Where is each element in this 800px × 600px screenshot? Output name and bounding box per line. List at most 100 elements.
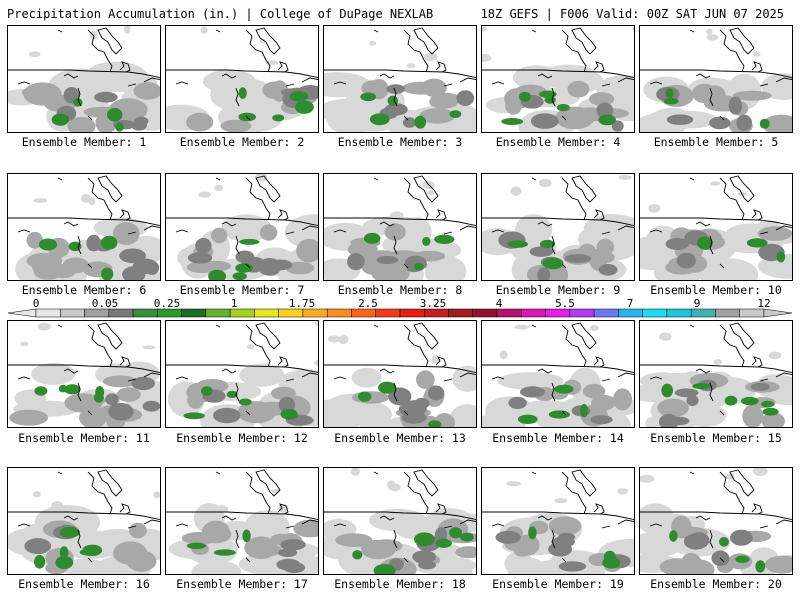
colorbar-bin <box>35 308 61 318</box>
colorbar-bin <box>351 308 376 318</box>
colorbar-tick-label: 0.05 <box>91 297 119 310</box>
precip-map <box>8 175 160 280</box>
ensemble-member-label: Ensemble Member: 8 <box>337 283 463 297</box>
colorbar-bin <box>715 308 740 318</box>
ensemble-member-map-7 <box>165 173 319 281</box>
ensemble-member-map-8 <box>323 173 477 281</box>
precip-map <box>324 322 476 427</box>
colorbar-bin <box>521 308 546 318</box>
ensemble-member-map-16 <box>7 467 161 575</box>
ensemble-member-map-4 <box>481 25 635 133</box>
precip-map <box>640 175 792 280</box>
ensemble-member-label: Ensemble Member: 17 <box>176 577 308 591</box>
ensemble-member-label: Ensemble Member: 15 <box>650 431 782 445</box>
ensemble-member-label: Ensemble Member: 10 <box>650 283 782 297</box>
precip-map <box>166 469 318 574</box>
ensemble-member-map-18 <box>323 467 477 575</box>
precip-map <box>324 468 476 574</box>
run-valid-time: 18Z GEFS | F006 Valid: 00Z SAT JUN 07 20… <box>480 7 784 21</box>
colorbar-bin <box>181 308 207 318</box>
ensemble-member-label: Ensemble Member: 20 <box>650 577 782 591</box>
ensemble-member-label: Ensemble Member: 4 <box>495 135 621 149</box>
ensemble-member-label: Ensemble Member: 16 <box>18 577 150 591</box>
colorbar-tick-label: 5.5 <box>555 297 575 310</box>
colorbar-bin <box>205 308 231 318</box>
colorbar-tick-label: 1 <box>230 297 238 310</box>
ensemble-member-label: Ensemble Member: 12 <box>176 431 308 445</box>
ensemble-member-map-14 <box>481 320 635 428</box>
colorbar-tick-label: 0.25 <box>153 297 181 310</box>
colorbar-bin <box>302 308 328 318</box>
ensemble-member-label: Ensemble Member: 14 <box>492 431 624 445</box>
colorbar-bin <box>229 308 255 318</box>
ensemble-member-map-6 <box>7 173 161 281</box>
colorbar-min-arrow <box>7 308 37 318</box>
precip-map <box>640 27 792 132</box>
ensemble-member-map-3 <box>323 25 477 133</box>
ensemble-member-map-20 <box>639 467 793 575</box>
precip-map <box>8 322 160 427</box>
precip-map <box>8 469 160 574</box>
precip-map <box>482 26 634 132</box>
colorbar-bin <box>739 308 765 318</box>
colorbar-bin <box>545 308 571 318</box>
precip-map <box>166 321 318 427</box>
colorbar-tick-label: 4 <box>495 297 503 310</box>
ensemble-member-label: Ensemble Member: 6 <box>21 283 147 297</box>
precip-map <box>482 469 634 574</box>
colorbar-bin <box>642 308 668 318</box>
colorbar-bin <box>108 308 134 318</box>
ensemble-member-map-15 <box>639 320 793 428</box>
ensemble-member-map-19 <box>481 467 635 575</box>
colorbar-tick-label: 7 <box>626 297 634 310</box>
colorbar-bin <box>424 308 449 318</box>
colorbar-bin <box>666 308 692 318</box>
colorbar-tick-label: 12 <box>757 297 771 310</box>
colorbar-tick-label: 0 <box>32 297 40 310</box>
precip-map <box>482 174 634 280</box>
ensemble-member-map-13 <box>323 320 477 428</box>
precip-map <box>640 322 792 427</box>
ensemble-member-label: Ensemble Member: 11 <box>18 431 150 445</box>
ensemble-member-label: Ensemble Member: 18 <box>334 577 466 591</box>
colorbar-bin <box>84 308 110 318</box>
ensemble-member-label: Ensemble Member: 5 <box>653 135 779 149</box>
colorbar-bin <box>375 308 401 318</box>
ensemble-member-map-9 <box>481 173 635 281</box>
colorbar-bin <box>132 308 158 318</box>
precip-map <box>8 26 160 132</box>
colorbar-bin <box>472 308 498 318</box>
ensemble-member-label: Ensemble Member: 7 <box>179 283 305 297</box>
ensemble-member-map-5 <box>639 25 793 133</box>
colorbar-bin <box>157 308 182 318</box>
ensemble-member-map-17 <box>165 467 319 575</box>
colorbar-bin <box>690 308 716 318</box>
colorbar-bin <box>448 308 474 318</box>
precip-map <box>482 322 634 427</box>
precip-map <box>166 26 318 132</box>
ensemble-member-map-11 <box>7 320 161 428</box>
colorbar-bin <box>399 308 425 318</box>
colorbar-tick-label: 3.25 <box>419 297 447 310</box>
ensemble-member-label: Ensemble Member: 19 <box>492 577 624 591</box>
colorbar-bin <box>326 308 352 318</box>
colorbar-tick-label: 2.5 <box>358 297 378 310</box>
precip-map <box>166 174 318 280</box>
precip-map <box>324 175 476 280</box>
colorbar-bin <box>496 308 522 318</box>
colorbar-tick-label: 9 <box>693 297 701 310</box>
ensemble-member-label: Ensemble Member: 9 <box>495 283 621 297</box>
ensemble-member-map-10 <box>639 173 793 281</box>
ensemble-member-map-2 <box>165 25 319 133</box>
colorbar-bin <box>569 308 595 318</box>
colorbar-bin <box>60 308 85 318</box>
colorbar-bin <box>254 308 279 318</box>
colorbar-bin <box>618 308 643 318</box>
precip-map <box>324 27 476 132</box>
ensemble-member-label: Ensemble Member: 3 <box>337 135 463 149</box>
precip-map <box>640 468 792 574</box>
ensemble-member-label: Ensemble Member: 13 <box>334 431 466 445</box>
ensemble-member-map-12 <box>165 320 319 428</box>
colorbar-bin <box>593 308 619 318</box>
ensemble-member-label: Ensemble Member: 1 <box>21 135 147 149</box>
